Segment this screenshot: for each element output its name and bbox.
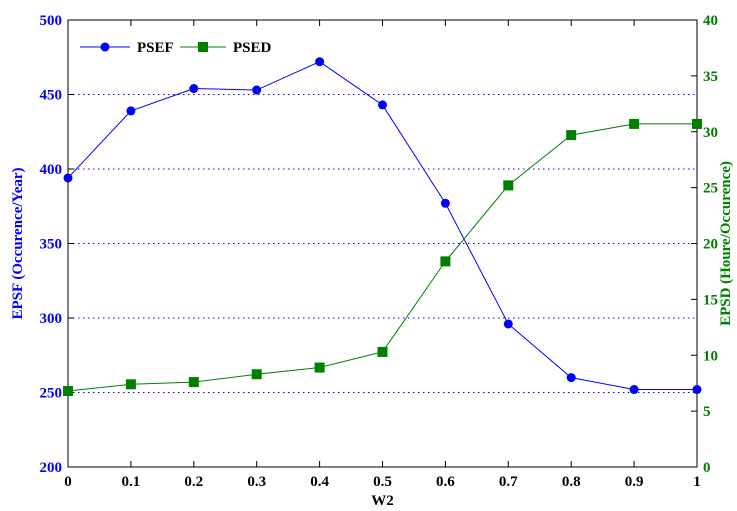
point-psed [692,118,702,129]
point-psef [252,85,262,95]
legend-psef-label: PSEF [137,40,174,56]
right-tick-label: 15 [703,292,718,308]
right-tick-label: 5 [703,404,711,420]
right-axis-title: EPSD (Houre/Occurence) [718,161,734,326]
point-psef [126,106,136,116]
series-line-psef [67,61,697,391]
plot-frame [67,19,698,468]
point-psed [629,118,640,129]
legend-psed-label: PSED [233,40,272,56]
point-psed [440,256,451,267]
point-psef [692,385,702,395]
point-psed [503,180,514,191]
right-tick-label: 20 [703,237,718,253]
x-tick-label: 0.2 [184,474,203,490]
left-tick-label: 350 [40,237,63,253]
x-tick-label: 0.9 [625,474,644,490]
x-tick-label: 0.5 [373,474,392,490]
legend-psef-marker [100,42,110,52]
left-tick-label: 250 [40,386,63,402]
point-psef [440,198,450,208]
right-tick-label: 30 [703,125,718,141]
x-tick-label: 0.7 [499,474,518,490]
point-psef [189,84,199,94]
x-axis-ticks: 0 0.1 0.2 0.3 0.4 0.5 0.6 0.7 0.8 0.9 1 [64,20,701,490]
point-psef [378,100,387,110]
point-psed [125,379,136,390]
x-tick-label: 0.3 [247,474,266,490]
legend-psed-marker [198,42,208,52]
left-tick-label: 300 [40,311,63,327]
right-tick-label: 0 [703,460,711,476]
point-psed [251,369,262,380]
point-psed [566,130,577,141]
right-tick-label: 10 [703,348,718,364]
point-psef [629,385,639,395]
right-tick-label: 35 [703,69,718,85]
point-psef [503,319,513,329]
x-axis-title: W2 [371,493,394,509]
right-tick-label: 40 [703,13,718,29]
x-tick-label: 0.6 [436,474,455,490]
point-psef [566,373,576,383]
left-tick-label: 450 [40,88,63,104]
right-axis-ticks: 0 5 10 15 20 25 30 35 40 [691,13,718,476]
left-axis-ticks: 200 250 300 350 400 450 500 [40,13,74,476]
series-layer [63,57,702,397]
point-psed [377,346,388,357]
legend: PSEF PSED [80,40,272,56]
x-tick-label: 0.8 [562,474,581,490]
left-tick-label: 200 [40,460,63,476]
x-tick-label: 1 [693,474,701,490]
x-tick-label: 0.1 [122,474,141,490]
x-tick-label: 0 [64,474,72,490]
left-tick-label: 500 [40,13,63,29]
point-psed [188,377,199,388]
point-psef [63,173,73,183]
point-psed [314,362,325,373]
point-psed [63,386,73,397]
left-axis-title: EPSF (Occurence/Year) [10,167,26,319]
x-tick-label: 0.4 [310,474,329,490]
point-psef [315,57,325,67]
left-tick-label: 400 [40,162,63,178]
right-tick-label: 25 [703,181,718,197]
